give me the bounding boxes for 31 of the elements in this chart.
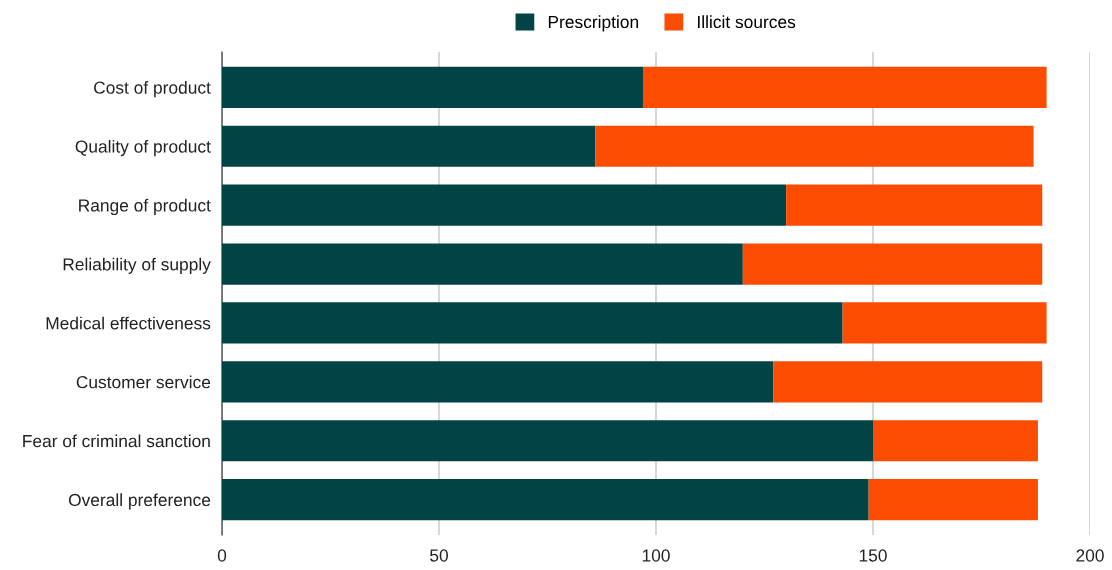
- x-tick-label: 200: [1076, 549, 1104, 562]
- bar: [742, 243, 1043, 285]
- y-tick-label: Range of product: [79, 198, 211, 216]
- bar: [222, 125, 596, 167]
- bar: [642, 66, 1047, 108]
- x-tick-label: 50: [430, 549, 448, 562]
- y-tick-label: Quality of product: [75, 139, 211, 157]
- x-tick-label: 100: [642, 549, 670, 562]
- bar: [595, 125, 1034, 167]
- bar: [786, 184, 1043, 226]
- bar: [868, 479, 1038, 521]
- bar: [842, 302, 1047, 344]
- bar: [222, 302, 843, 344]
- y-tick-label: Overall preference: [68, 493, 211, 510]
- bar: [773, 361, 1043, 403]
- x-tick-label: 0: [217, 549, 227, 562]
- y-tick-label: Cost of product: [94, 81, 211, 98]
- bar: [222, 361, 774, 403]
- y-tick-label: Fear of criminal sanction: [23, 434, 210, 448]
- legend-label: Prescription: [548, 15, 638, 32]
- y-tick-label: Customer service: [76, 375, 211, 389]
- y-tick-label: Reliability of supply: [63, 257, 211, 274]
- legend-label: Illicit sources: [698, 15, 796, 29]
- x-tick-label: 150: [859, 549, 887, 562]
- bar: [873, 420, 1038, 462]
- bar: [222, 66, 643, 108]
- y-tick-label: Medical effectiveness: [46, 316, 211, 330]
- bar: [222, 479, 869, 521]
- bar: [222, 420, 873, 462]
- bar: [222, 243, 743, 285]
- bar: [222, 184, 787, 226]
